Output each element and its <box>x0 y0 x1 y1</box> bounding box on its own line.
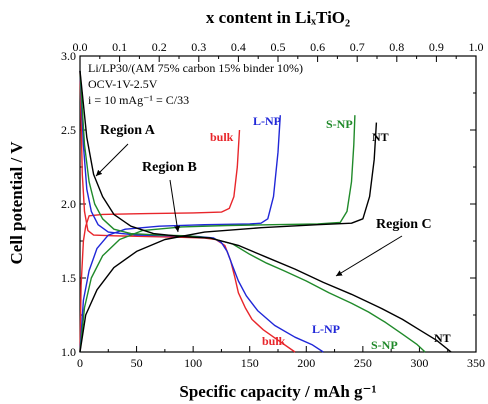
series-label-l-np: L-NP <box>253 114 281 128</box>
y-tick-label: 3.0 <box>61 49 76 63</box>
x-tick-label: 0 <box>77 356 83 370</box>
top-x-tick-label: 0.5 <box>271 40 286 54</box>
info-line-3: i = 10 mAg⁻¹ = C/33 <box>88 93 189 107</box>
region-a-arrow <box>95 143 129 177</box>
info-line-2: OCV-1V-2.5V <box>88 77 158 91</box>
region-c-label: Region C <box>376 217 432 232</box>
series-line-l-np-charge <box>79 115 281 353</box>
top-x-tick-label: 0.1 <box>112 40 127 54</box>
series-label-nt-low: NT <box>434 331 451 345</box>
x-tick-label: 150 <box>241 356 259 370</box>
experiment-info: Li/LP30/(AM 75% carbon 15% binder 10%) O… <box>88 61 303 107</box>
y-tick-label: 1.0 <box>61 345 76 359</box>
y-tick-label: 1.5 <box>61 271 76 285</box>
series-line-nt-discharge <box>79 70 452 353</box>
region-annotations: Region A Region B Region C <box>95 123 432 277</box>
top-x-tick-label: 0.7 <box>350 40 365 54</box>
y-axis-title: Cell potential / V <box>7 141 26 265</box>
x-axis-title: Specific capacity / mAh g⁻¹ <box>179 382 376 401</box>
x-tick-label: 350 <box>467 356 485 370</box>
info-line-1: Li/LP30/(AM 75% carbon 15% binder 10%) <box>88 61 303 75</box>
region-b-arrow <box>169 179 181 233</box>
region-c-arrow <box>335 235 403 277</box>
series-line-s-np-charge <box>79 115 356 353</box>
series-label-bulk-low: bulk <box>262 334 286 348</box>
top-x-tick-label: 0.2 <box>152 40 167 54</box>
series-line-s-np-discharge <box>79 70 426 353</box>
x-tick-label: 100 <box>184 356 202 370</box>
y-tick-label: 2.0 <box>61 197 76 211</box>
series-label-s-np-low: S-NP <box>371 338 398 352</box>
top-x-tick-label: 1.0 <box>469 40 484 54</box>
x-tick-label: 50 <box>131 356 143 370</box>
top-x-tick-label: 0.9 <box>429 40 444 54</box>
series-label-s-np: S-NP <box>326 117 353 131</box>
y-tick-label: 2.5 <box>61 123 76 137</box>
region-b-label: Region B <box>142 160 197 175</box>
series-line-bulk-charge <box>79 129 241 353</box>
top-x-tick-label: 0.3 <box>191 40 206 54</box>
series-label-l-np-low: L-NP <box>312 322 340 336</box>
x-tick-label: 200 <box>297 356 315 370</box>
x-tick-label: 300 <box>410 356 428 370</box>
top-x-tick-label: 0.6 <box>310 40 325 54</box>
series-label-bulk: bulk <box>210 130 234 144</box>
top-x-tick-label: 0.4 <box>231 40 246 54</box>
series-labels: bulk L-NP S-NP NT bulk L-NP S-NP NT <box>210 114 451 352</box>
series-layer <box>79 70 452 353</box>
series-label-nt: NT <box>372 130 389 144</box>
top-x-tick-label: 0.0 <box>73 40 88 54</box>
region-a-label: Region A <box>100 123 156 138</box>
series-line-nt-charge <box>79 122 378 353</box>
top-x-axis-title: x content in LiₓTiO₂ <box>206 8 350 27</box>
x-tick-label: 250 <box>354 356 372 370</box>
top-x-tick-label: 0.8 <box>389 40 404 54</box>
series-line-l-np-discharge <box>79 70 324 353</box>
